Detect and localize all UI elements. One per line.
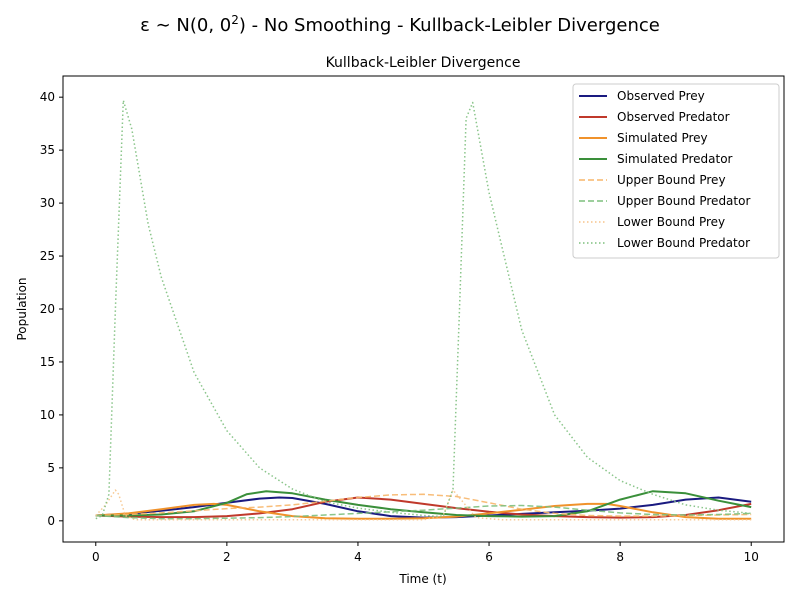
series-line-lower-bound-prey [95, 489, 752, 521]
x-tick-label: 8 [616, 550, 624, 564]
y-tick-label: 25 [40, 249, 55, 263]
legend-label: Upper Bound Prey [617, 173, 726, 187]
x-tick-label: 6 [485, 550, 493, 564]
legend-label: Simulated Prey [617, 131, 708, 145]
x-tick-label: 4 [354, 550, 362, 564]
legend-label: Upper Bound Predator [617, 194, 750, 208]
legend-label: Lower Bound Prey [617, 215, 725, 229]
legend-label: Simulated Predator [617, 152, 733, 166]
y-tick-label: 40 [40, 90, 55, 104]
series-line-upper-bound-prey [95, 493, 752, 517]
series-line-lower-bound-predator [95, 99, 752, 520]
y-tick-label: 20 [40, 302, 55, 316]
y-axis: 0 5 10 15 20 25 30 35 40 [40, 90, 63, 528]
series-group [95, 99, 752, 521]
x-axis-label: Time (t) [398, 572, 446, 586]
x-tick-label: 2 [223, 550, 231, 564]
figure-suptitle: ε ∼ N(0, 02) - No Smoothing - Kullback-L… [140, 13, 660, 36]
series-line-upper-bound-predator [95, 504, 752, 520]
x-tick-label: 0 [92, 550, 100, 564]
legend-label: Observed Predator [617, 110, 730, 124]
x-tick-label: 10 [744, 550, 759, 564]
legend-label: Observed Prey [617, 89, 705, 103]
y-tick-label: 5 [47, 461, 55, 475]
legend-label: Lower Bound Predator [617, 236, 750, 250]
x-axis: 0 2 4 6 8 10 [92, 542, 759, 564]
series-line-observed-predator [95, 496, 752, 519]
y-tick-label: 10 [40, 408, 55, 422]
series-line-observed-prey [95, 496, 752, 519]
legend: Observed Prey Observed Predator Simulated … [572, 83, 780, 259]
y-tick-label: 15 [40, 355, 55, 369]
y-tick-label: 30 [40, 196, 55, 210]
chart-title: Kullback-Leibler Divergence [326, 55, 521, 71]
y-tick-label: 0 [47, 514, 55, 528]
y-tick-label: 35 [40, 143, 55, 157]
series-line-simulated-prey [95, 502, 752, 520]
y-axis-label: Population [15, 277, 29, 340]
legend-box [572, 83, 780, 259]
